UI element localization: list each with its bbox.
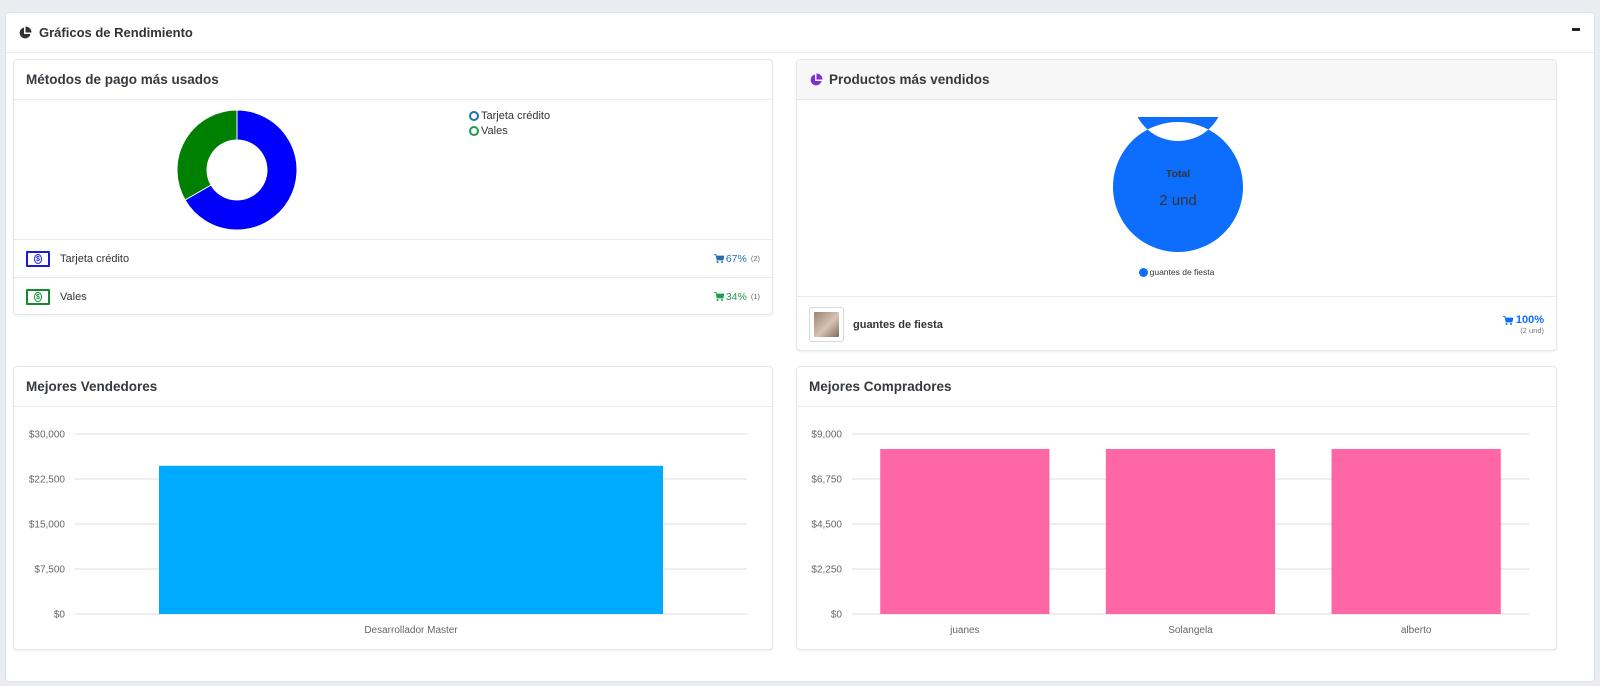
x-tick-label: Desarrollador Master xyxy=(364,625,458,636)
y-tick-label: $0 xyxy=(831,610,843,621)
bar-alberto[interactable] xyxy=(1331,449,1501,614)
y-tick-label: $15,000 xyxy=(29,520,66,531)
money-bill-icon: $ xyxy=(26,250,50,267)
product-name: guantes de fiesta xyxy=(853,318,943,331)
product-share: 100% (2 und) xyxy=(1502,314,1544,335)
sellers-bar-chart: $0 $7,500 $15,000 $22,500 $30,000 Desarrollad… xyxy=(29,430,747,636)
y-tick-label: $9,000 xyxy=(811,430,842,441)
legend-item-tarjeta[interactable]: Tarjeta crédito xyxy=(469,108,550,123)
bar-desarrollador-master[interactable] xyxy=(159,465,663,614)
product-percent: 100% xyxy=(1502,314,1544,326)
bar-solangela[interactable] xyxy=(1105,449,1276,614)
buyers-bar-chart: $0 $2,250 $4,500 $6,750 $9,000 juanes Solangel… xyxy=(811,430,1529,636)
payment-percent: 34% (1) xyxy=(713,290,760,303)
top-products-title: Productos más vendidos xyxy=(829,72,990,87)
top-buyers-title: Mejores Compradores xyxy=(797,367,1556,407)
payment-methods-card: Métodos de pago más usados Tarjeta crédi… xyxy=(13,59,773,315)
x-tick-label: Solangela xyxy=(1168,625,1213,636)
payment-label: Vales xyxy=(60,290,87,303)
legend-swatch xyxy=(469,110,479,121)
legend-label: Tarjeta crédito xyxy=(481,109,551,122)
money-bill-icon: $ xyxy=(26,288,50,305)
panel-title: Gráficos de Rendimiento xyxy=(39,25,193,40)
donut-center-label: Total xyxy=(1165,168,1191,180)
products-donut-chart xyxy=(1113,117,1243,252)
y-tick-label: $6,750 xyxy=(811,475,842,486)
y-tick-label: $30,000 xyxy=(29,430,66,441)
top-sellers-card: Mejores Vendedores $0 $7,500 $15,000 $22,50… xyxy=(13,366,773,650)
panel-header: Gráficos de Rendimiento xyxy=(6,13,1594,53)
payment-row-tarjeta: $ Tarjeta crédito 67% (2) xyxy=(14,239,772,277)
products-legend: guantes de fiesta xyxy=(797,267,1556,277)
percent-value: 34% xyxy=(725,290,747,303)
legend-swatch xyxy=(1138,267,1148,277)
collapse-button[interactable] xyxy=(1568,21,1584,37)
x-tick-label: alberto xyxy=(1401,625,1432,636)
bar-juanes[interactable] xyxy=(880,449,1050,614)
product-units: (2 und) xyxy=(1520,326,1544,335)
legend-label: guantes de fiesta xyxy=(1149,267,1215,277)
y-tick-label: $22,500 xyxy=(29,475,66,486)
top-buyers-card: Mejores Compradores $0 $2,250 $4,500 $6,750… xyxy=(796,366,1557,650)
donut-center-value: 2 und xyxy=(1159,192,1197,209)
percent-value: 67% xyxy=(725,252,747,265)
top-sellers-title: Mejores Vendedores xyxy=(14,367,772,407)
top-products-header: Productos más vendidos xyxy=(797,60,1556,100)
y-tick-label: $0 xyxy=(54,610,66,621)
payment-percent: 67% (2) xyxy=(713,252,760,265)
percent-value: 100% xyxy=(1515,314,1544,326)
payment-row-vales: $ Vales 34% (1) xyxy=(14,277,772,315)
product-row: guantes de fiesta 100% (2 und) xyxy=(797,296,1556,352)
cart-icon xyxy=(713,292,724,301)
product-image xyxy=(814,312,839,337)
legend-swatch xyxy=(469,125,479,136)
payment-count: (1) xyxy=(750,292,760,301)
product-thumbnail[interactable] xyxy=(809,307,844,342)
payment-donut-chart xyxy=(176,109,298,231)
cart-icon xyxy=(1502,315,1513,325)
payment-legend: Tarjeta crédito Vales xyxy=(469,108,550,138)
payment-count: (2) xyxy=(750,254,760,263)
donut-slice-tarjeta-crédito[interactable] xyxy=(184,109,298,231)
donut-slice-vales[interactable] xyxy=(176,109,238,201)
cart-icon xyxy=(713,254,724,263)
y-tick-label: $2,250 xyxy=(811,565,842,576)
payment-methods-title: Métodos de pago más usados xyxy=(14,60,772,100)
legend-label: Vales xyxy=(481,124,508,137)
pie-chart-icon xyxy=(19,26,32,38)
donut-slice-guantes-de-fiesta[interactable] xyxy=(1113,117,1243,252)
legend-item-vales[interactable]: Vales xyxy=(469,123,550,138)
y-tick-label: $7,500 xyxy=(34,565,65,576)
top-products-card: Productos más vendidos Total 2 und guant… xyxy=(796,59,1557,351)
y-tick-label: $4,500 xyxy=(811,520,842,531)
x-tick-label: juanes xyxy=(949,625,979,636)
payment-label: Tarjeta crédito xyxy=(60,252,130,265)
pie-chart-icon xyxy=(810,73,823,85)
